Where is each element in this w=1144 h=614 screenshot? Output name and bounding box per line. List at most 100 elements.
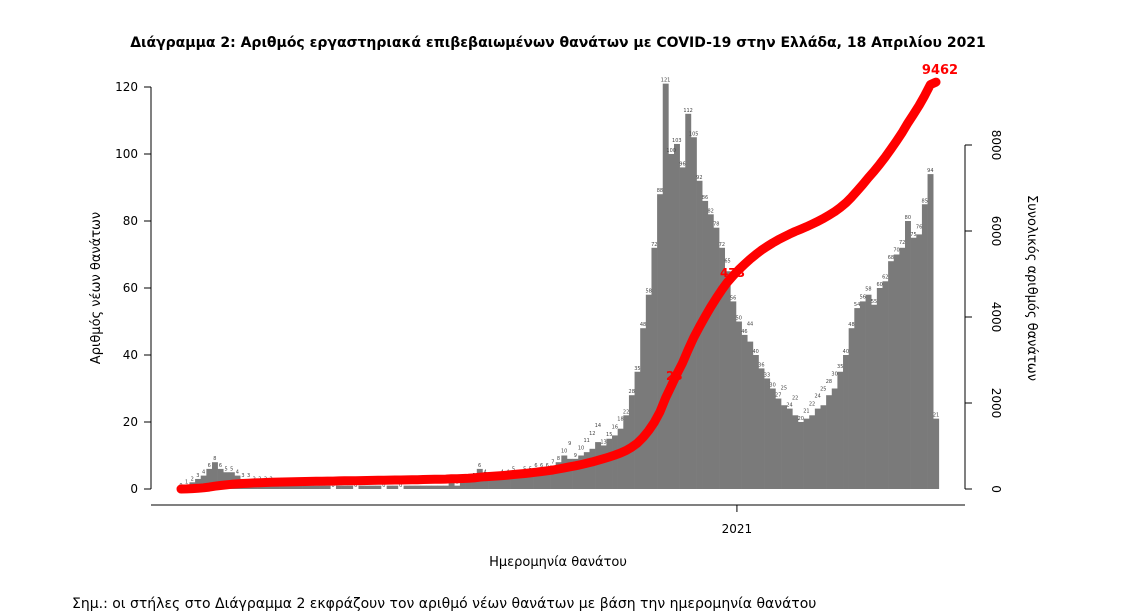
bar — [668, 154, 675, 489]
bar — [848, 328, 855, 489]
bar — [313, 485, 320, 489]
bar-value-label: 10 — [578, 446, 584, 452]
bar — [679, 167, 686, 489]
bar — [414, 485, 421, 489]
bar-value-label: 5 — [230, 466, 233, 472]
bar — [702, 200, 709, 489]
bar — [719, 247, 726, 489]
bar-value-label: 82 — [707, 208, 713, 214]
bar — [437, 485, 444, 489]
footnote: Σημ.: οι στήλες στο Διάγραμμα 2 εκφράζου… — [72, 596, 817, 612]
bar — [921, 204, 928, 489]
bar — [347, 485, 354, 489]
bar-value-label: 56 — [860, 294, 866, 300]
bar-value-label: 33 — [764, 372, 770, 378]
bar — [713, 227, 720, 489]
bar-value-label: 48 — [640, 322, 646, 328]
bar — [775, 398, 782, 489]
bar — [933, 418, 940, 489]
bar — [516, 475, 523, 489]
bar-value-label: 88 — [657, 188, 663, 194]
bar-value-label: 112 — [683, 108, 693, 114]
cumulative-line — [176, 77, 941, 494]
bar — [826, 395, 833, 489]
bar — [521, 472, 528, 489]
bar-value-label: 65 — [724, 258, 730, 264]
bar — [662, 83, 669, 490]
bar — [273, 485, 280, 489]
bar-value-label: 28 — [629, 389, 635, 395]
bar-value-label: 35 — [634, 366, 640, 372]
bar-value-label: 30 — [831, 372, 837, 378]
y2-tick-label: 4000 — [989, 302, 1003, 333]
bar — [640, 328, 647, 489]
bar-value-label: 3 — [247, 473, 250, 479]
bar — [854, 308, 861, 489]
bar-value-label: 4 — [236, 470, 239, 476]
bar-value-label: 103 — [672, 138, 682, 144]
bar — [927, 174, 934, 489]
bar — [916, 234, 923, 489]
bar-value-label: 25 — [781, 385, 787, 391]
bar — [893, 254, 900, 489]
bar — [769, 388, 776, 489]
bar — [724, 271, 731, 489]
bar — [319, 485, 325, 489]
bar — [612, 435, 618, 489]
bar — [426, 485, 433, 489]
bar — [369, 485, 376, 489]
bar-value-label: 12 — [589, 431, 595, 437]
bar-value-label: 70 — [893, 248, 899, 254]
chart-title: Διάγραμμα 2: Αριθμός εργαστηριακά επιβεβ… — [130, 35, 986, 51]
bar-value-label: 80 — [905, 215, 911, 221]
bar — [876, 288, 883, 489]
bar — [375, 485, 382, 489]
bar — [386, 485, 393, 489]
bar-value-label: 78 — [713, 222, 719, 228]
bar — [341, 485, 348, 489]
bar — [302, 485, 309, 489]
bar — [471, 478, 478, 489]
bar-value-label: 76 — [916, 224, 922, 230]
bar-value-label: 72 — [719, 242, 725, 248]
bar-value-label: 22 — [792, 395, 798, 401]
bar — [442, 485, 449, 489]
bar — [409, 485, 416, 489]
bar — [707, 214, 714, 490]
bar — [324, 485, 331, 489]
bar-value-label: 35 — [837, 364, 843, 370]
bar-value-label: 58 — [645, 289, 651, 295]
bar — [279, 485, 286, 489]
bar — [364, 485, 371, 489]
bar-value-label: 8 — [213, 456, 216, 462]
bar — [206, 468, 213, 489]
bar-value-label: 72 — [899, 240, 905, 246]
y2-tick-label: 0 — [989, 485, 1003, 493]
bar-value-label: 21 — [933, 413, 939, 419]
bar-value-label: 5 — [512, 466, 515, 472]
bar — [200, 475, 207, 489]
bar-value-label: 6 — [219, 463, 222, 469]
y-tick-label: 20 — [123, 415, 138, 429]
y-tick-label: 60 — [123, 281, 138, 295]
bar — [843, 355, 849, 489]
bar-value-label: 86 — [702, 195, 708, 201]
bar — [910, 237, 917, 489]
bar — [735, 321, 742, 489]
bar-value-label: 7 — [551, 460, 554, 466]
bar — [606, 438, 613, 489]
bar — [882, 281, 889, 489]
bar — [589, 448, 596, 489]
bar — [595, 442, 602, 489]
bar-value-label: 3 — [241, 473, 244, 479]
bar — [465, 482, 472, 489]
y2-axis-label: Συνολικός αριθμός θανάτων — [1024, 195, 1039, 381]
bar-value-label: 68 — [888, 255, 894, 261]
bar-value-label: 2 — [191, 476, 194, 482]
bar — [792, 415, 799, 489]
bar-value-label: 8 — [557, 456, 560, 462]
bar-value-label: 6 — [534, 463, 537, 469]
bar-value-label: 6 — [546, 463, 549, 469]
bar — [752, 355, 759, 489]
